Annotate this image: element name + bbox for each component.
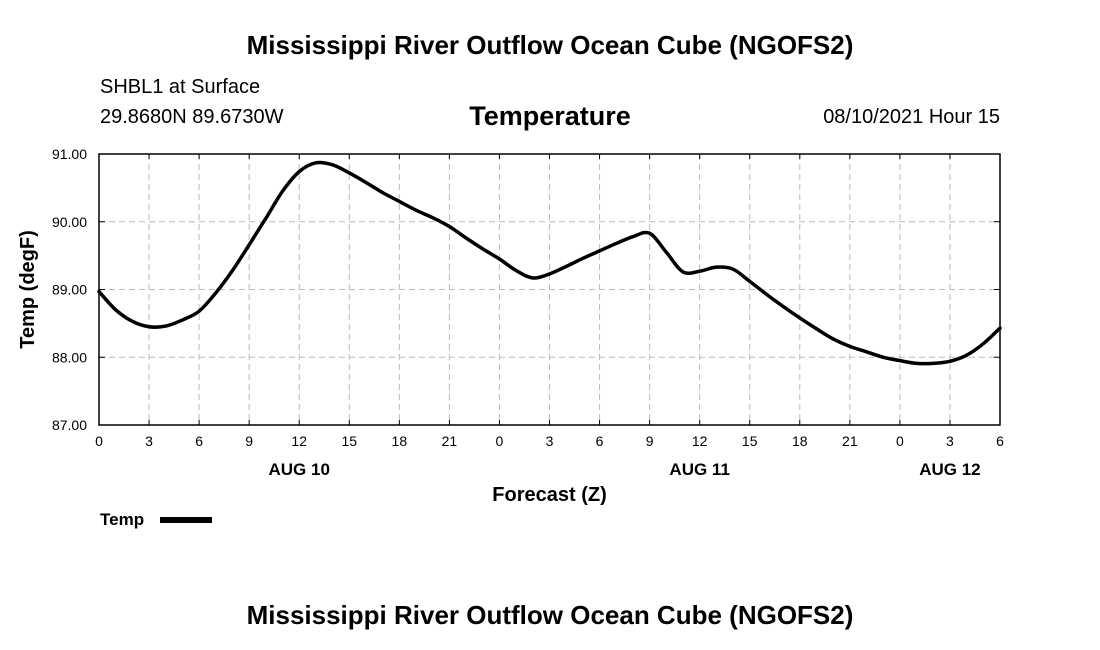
coordinates-label: 29.8680N 89.6730W: [100, 106, 284, 128]
y-tick-label: 89.00: [52, 282, 87, 298]
variable-title: Temperature: [469, 101, 631, 131]
y-tick-label: 91.00: [52, 146, 87, 162]
x-tick-label: 21: [842, 433, 858, 449]
x-tick-label: 12: [291, 433, 307, 449]
x-tick-label: 6: [996, 433, 1004, 449]
legend-label-temp: Temp: [100, 510, 144, 529]
x-tick-label: 15: [341, 433, 357, 449]
x-tick-label: 6: [195, 433, 203, 449]
chart-title: Mississippi River Outflow Ocean Cube (NG…: [246, 30, 854, 60]
x-tick-label: 9: [245, 433, 253, 449]
grid-lines: [99, 154, 1000, 425]
station-label: SHBL1 at Surface: [100, 76, 261, 98]
x-tick-label: 21: [442, 433, 458, 449]
y-tick-label: 87.00: [52, 417, 87, 433]
x-tick-label: 18: [792, 433, 808, 449]
footer-title: Mississippi River Outflow Ocean Cube (NG…: [246, 600, 854, 630]
day-label: AUG 10: [269, 460, 330, 479]
x-tick-label: 3: [546, 433, 554, 449]
x-tick-label: 3: [145, 433, 153, 449]
x-tick-label: 3: [946, 433, 954, 449]
x-tick-label: 0: [95, 433, 103, 449]
series-line-temp: [97, 160, 1002, 366]
x-tick-label: 0: [896, 433, 904, 449]
series-layer: [97, 160, 1002, 366]
y-tick-label: 88.00: [52, 349, 87, 365]
y-axis-title: Temp (degF): [17, 230, 39, 349]
x-tick-label: 18: [392, 433, 408, 449]
axis-ticks: [98, 153, 1001, 426]
x-tick-label: 9: [646, 433, 654, 449]
axis-labels: 0 3 6 9 12 15 18 21 0 3 6 9 12 15 18 21 0 3 6 87.00 88.00 89.…: [52, 146, 1004, 479]
forecast-datetime: 08/10/2021 Hour 15: [823, 106, 1000, 128]
x-tick-label: 15: [742, 433, 758, 449]
y-tick-label: 90.00: [52, 214, 87, 230]
day-label: AUG 12: [919, 460, 980, 479]
x-tick-label: 0: [496, 433, 504, 449]
day-label: AUG 11: [669, 460, 729, 479]
x-tick-label: 6: [596, 433, 604, 449]
x-tick-label: 12: [692, 433, 708, 449]
x-axis-title: Forecast (Z): [492, 484, 606, 506]
